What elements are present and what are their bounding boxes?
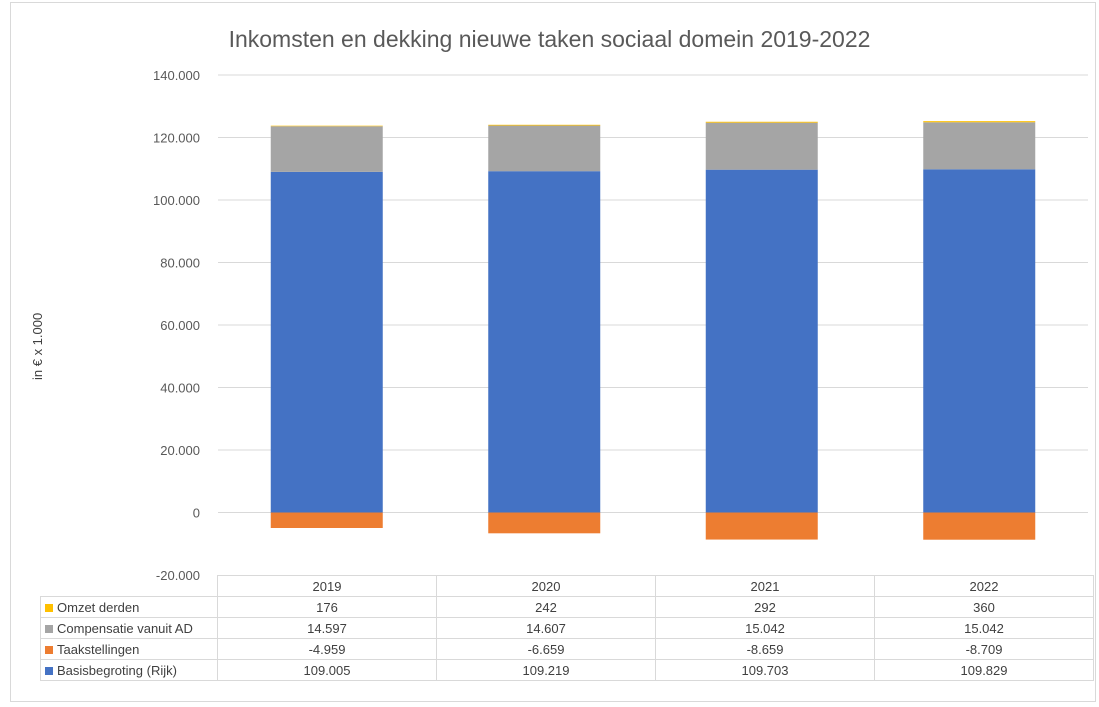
bar-basisbegroting-rijk-2019: [270, 171, 383, 513]
data-table-category: 2021: [655, 575, 875, 597]
data-label: 360: [874, 596, 1094, 618]
data-label: 109.219: [436, 659, 656, 681]
bar-omzet-derden-2022: [923, 121, 1036, 123]
y-tick-labels: -20.000 0 20.000 40.000 60.000 80.000 100.000 1…: [153, 68, 200, 583]
legend-entry: Taakstellingen: [40, 638, 218, 660]
bar-compensatie-vanuit-ad-2020: [488, 125, 601, 172]
legend-swatch: [45, 624, 53, 633]
bar-compensatie-vanuit-ad-2022: [923, 122, 1036, 170]
data-table-category: 2019: [217, 575, 437, 597]
legend-label: Taakstellingen: [57, 641, 140, 657]
data-label: 15.042: [874, 617, 1094, 639]
bar-omzet-derden-2020: [488, 124, 601, 126]
data-table-row: Omzet derden 176 242 292 360: [40, 596, 1094, 618]
data-label: 109.005: [217, 659, 437, 681]
legend-swatch: [45, 645, 53, 654]
data-label: 176: [217, 596, 437, 618]
data-table-header: 2019 2020 2021 2022: [41, 575, 1094, 597]
data-label: 242: [436, 596, 656, 618]
y-tick-label: 80.000: [160, 256, 200, 271]
bar-taakstellingen-2022: [923, 512, 1036, 540]
y-tick-label: 140.000: [153, 68, 200, 83]
legend-swatch: [45, 666, 53, 675]
legend-entry: Omzet derden: [40, 596, 218, 618]
legend-label: Omzet derden: [57, 599, 140, 615]
y-tick-label: 120.000: [153, 131, 200, 146]
y-tick-label: -20.000: [156, 568, 200, 583]
data-label: -8.709: [874, 638, 1094, 660]
legend-entry: Compensatie vanuit AD: [40, 617, 218, 639]
chart-title: Inkomsten en dekking nieuwe taken sociaa…: [228, 26, 871, 52]
data-label: 109.703: [655, 659, 875, 681]
bar-basisbegroting-rijk-2021: [705, 169, 818, 513]
y-tick-label: 60.000: [160, 318, 200, 333]
legend-label: Basisbegroting (Rijk): [57, 662, 177, 678]
y-tick-label: 20.000: [160, 443, 200, 458]
data-table-corner: [41, 576, 218, 597]
data-label: -8.659: [655, 638, 875, 660]
data-label: 292: [655, 596, 875, 618]
legend-swatch: [45, 603, 53, 612]
y-tick-label: 100.000: [153, 193, 200, 208]
data-table: 2019 2020 2021 2022 Omzet derden 176 242 292 36…: [40, 575, 1094, 681]
data-label: 14.597: [217, 617, 437, 639]
bar-basisbegroting-rijk-2022: [923, 169, 1036, 513]
bar-compensatie-vanuit-ad-2021: [705, 122, 818, 170]
data-label: -4.959: [217, 638, 437, 660]
y-tick-label: 40.000: [160, 381, 200, 396]
bars: [270, 121, 1036, 540]
bar-taakstellingen-2021: [705, 512, 818, 540]
bar-basisbegroting-rijk-2020: [488, 171, 601, 513]
data-table-category: 2022: [874, 575, 1094, 597]
legend-label: Compensatie vanuit AD: [57, 620, 193, 636]
data-label: 14.607: [436, 617, 656, 639]
data-table-row: Compensatie vanuit AD 14.597 14.607 15.042 1…: [40, 617, 1094, 639]
data-label: -6.659: [436, 638, 656, 660]
data-label: 15.042: [655, 617, 875, 639]
data-table-row: Basisbegroting (Rijk) 109.005 109.219 109.7…: [40, 659, 1094, 681]
bar-compensatie-vanuit-ad-2019: [270, 126, 383, 172]
legend-entry: Basisbegroting (Rijk): [40, 659, 218, 681]
bar-taakstellingen-2020: [488, 512, 601, 534]
bar-taakstellingen-2019: [270, 512, 383, 528]
bar-omzet-derden-2019: [270, 125, 383, 127]
data-table-category: 2020: [436, 575, 656, 597]
y-tick-label: 0: [193, 506, 200, 521]
data-label: 109.829: [874, 659, 1094, 681]
data-table-row: Taakstellingen -4.959 -6.659 -8.659 -8.709: [40, 638, 1094, 660]
bar-omzet-derden-2021: [705, 121, 818, 123]
